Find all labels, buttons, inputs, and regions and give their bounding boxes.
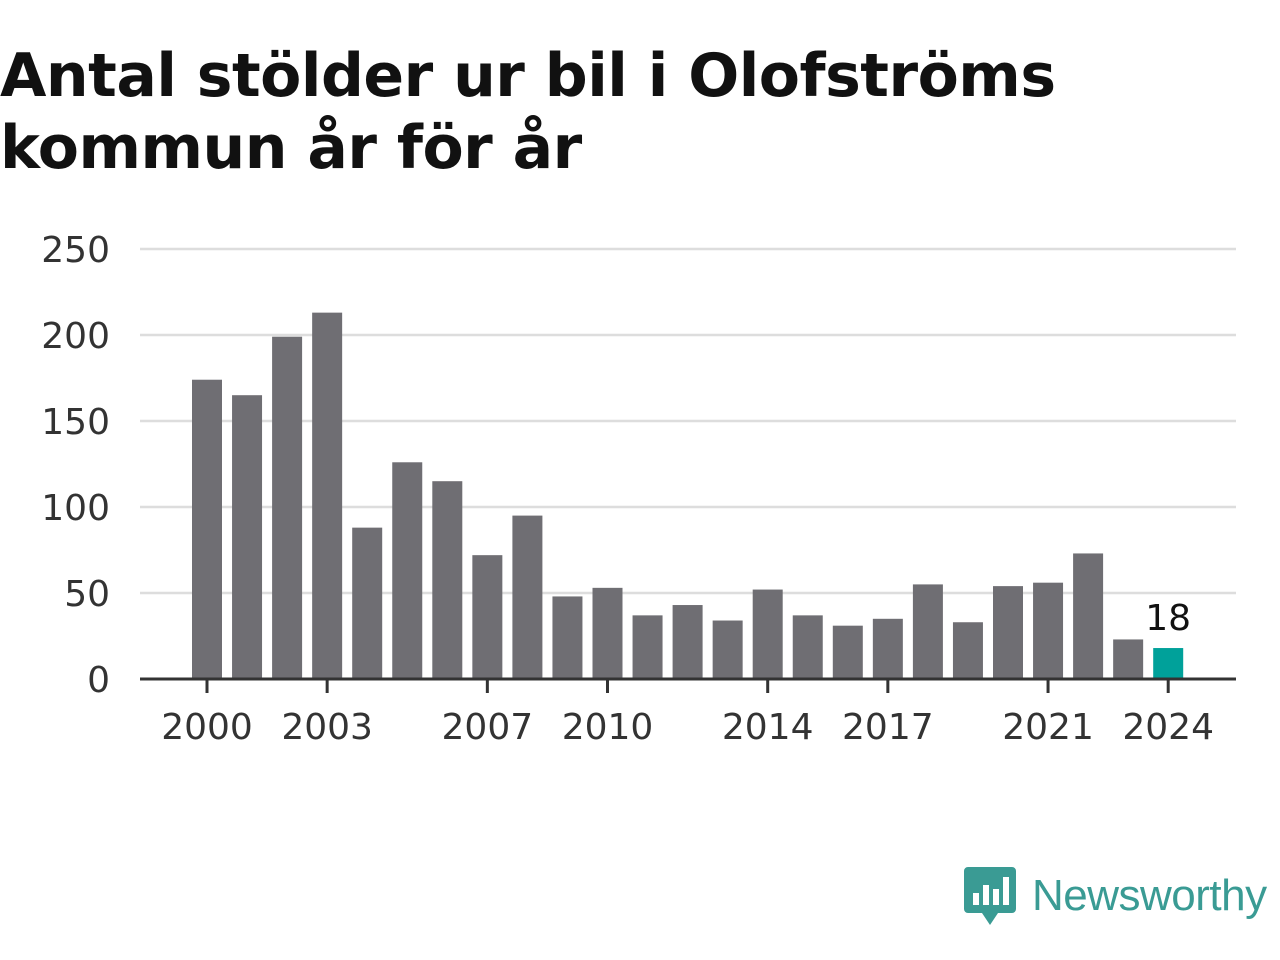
bar-2001 xyxy=(232,395,263,679)
x-axis: 2000 2003 2007 2010 2014 2017 2021 2024 xyxy=(140,677,1236,748)
x-tick-label: 2014 xyxy=(722,707,814,748)
bar-2006 xyxy=(432,481,463,679)
x-tick-label: 2021 xyxy=(1002,707,1094,748)
bar-2020 xyxy=(993,586,1023,679)
x-tick-label: 2007 xyxy=(442,707,534,748)
bar-2024 xyxy=(1153,648,1184,679)
bar-2002 xyxy=(272,336,303,679)
y-tick-label: 150 xyxy=(41,402,110,443)
chart-title: Antal stölder ur bil i Olofströms kommun… xyxy=(0,41,1056,183)
bar-2011 xyxy=(632,615,663,679)
y-axis-labels: 0 50 100 150 200 250 xyxy=(41,230,110,701)
x-tick-label: 2000 xyxy=(161,707,253,748)
y-tick-label: 250 xyxy=(41,230,110,271)
bar-2009 xyxy=(552,596,583,679)
bar-2023 xyxy=(1113,639,1144,679)
bar-2003 xyxy=(312,312,343,679)
bar-2012 xyxy=(672,605,703,679)
bar-2010 xyxy=(592,587,623,679)
bar-2014 xyxy=(752,589,783,679)
brand-name: Newsworthy xyxy=(1032,871,1267,920)
x-tick-label: 2003 xyxy=(281,707,373,748)
data-label: 18 xyxy=(1145,598,1191,639)
bar-2018 xyxy=(912,584,943,679)
bar-2022 xyxy=(1073,553,1104,679)
y-tick-label: 50 xyxy=(64,574,110,615)
bar-chart: 0 50 100 150 200 250 2000 2003 2007 2010 2014 2017… xyxy=(41,230,1236,748)
bars xyxy=(192,312,1184,679)
bar-2007 xyxy=(472,555,503,679)
x-tick-label: 2024 xyxy=(1122,707,1214,748)
x-tick-label: 2010 xyxy=(562,707,654,748)
bar-2019 xyxy=(952,622,983,679)
bar-2000 xyxy=(192,379,222,679)
x-tick-label: 2017 xyxy=(842,707,934,748)
bar-2013 xyxy=(712,620,743,679)
brand-logo: Newsworthy xyxy=(964,864,1267,928)
bar-2017 xyxy=(872,618,903,679)
bar-2021 xyxy=(1033,582,1064,679)
grid-lines xyxy=(140,247,1236,595)
y-tick-label: 0 xyxy=(87,660,110,701)
newsworthy-bar-chart-icon xyxy=(964,867,1016,925)
bar-2008 xyxy=(512,515,543,679)
bar-2015 xyxy=(792,615,823,679)
bar-2005 xyxy=(392,462,423,679)
bar-2004 xyxy=(352,527,383,679)
y-tick-label: 200 xyxy=(41,316,110,357)
annotations: 18 xyxy=(1145,598,1191,639)
y-tick-label: 100 xyxy=(41,488,110,529)
bar-2016 xyxy=(832,625,863,679)
